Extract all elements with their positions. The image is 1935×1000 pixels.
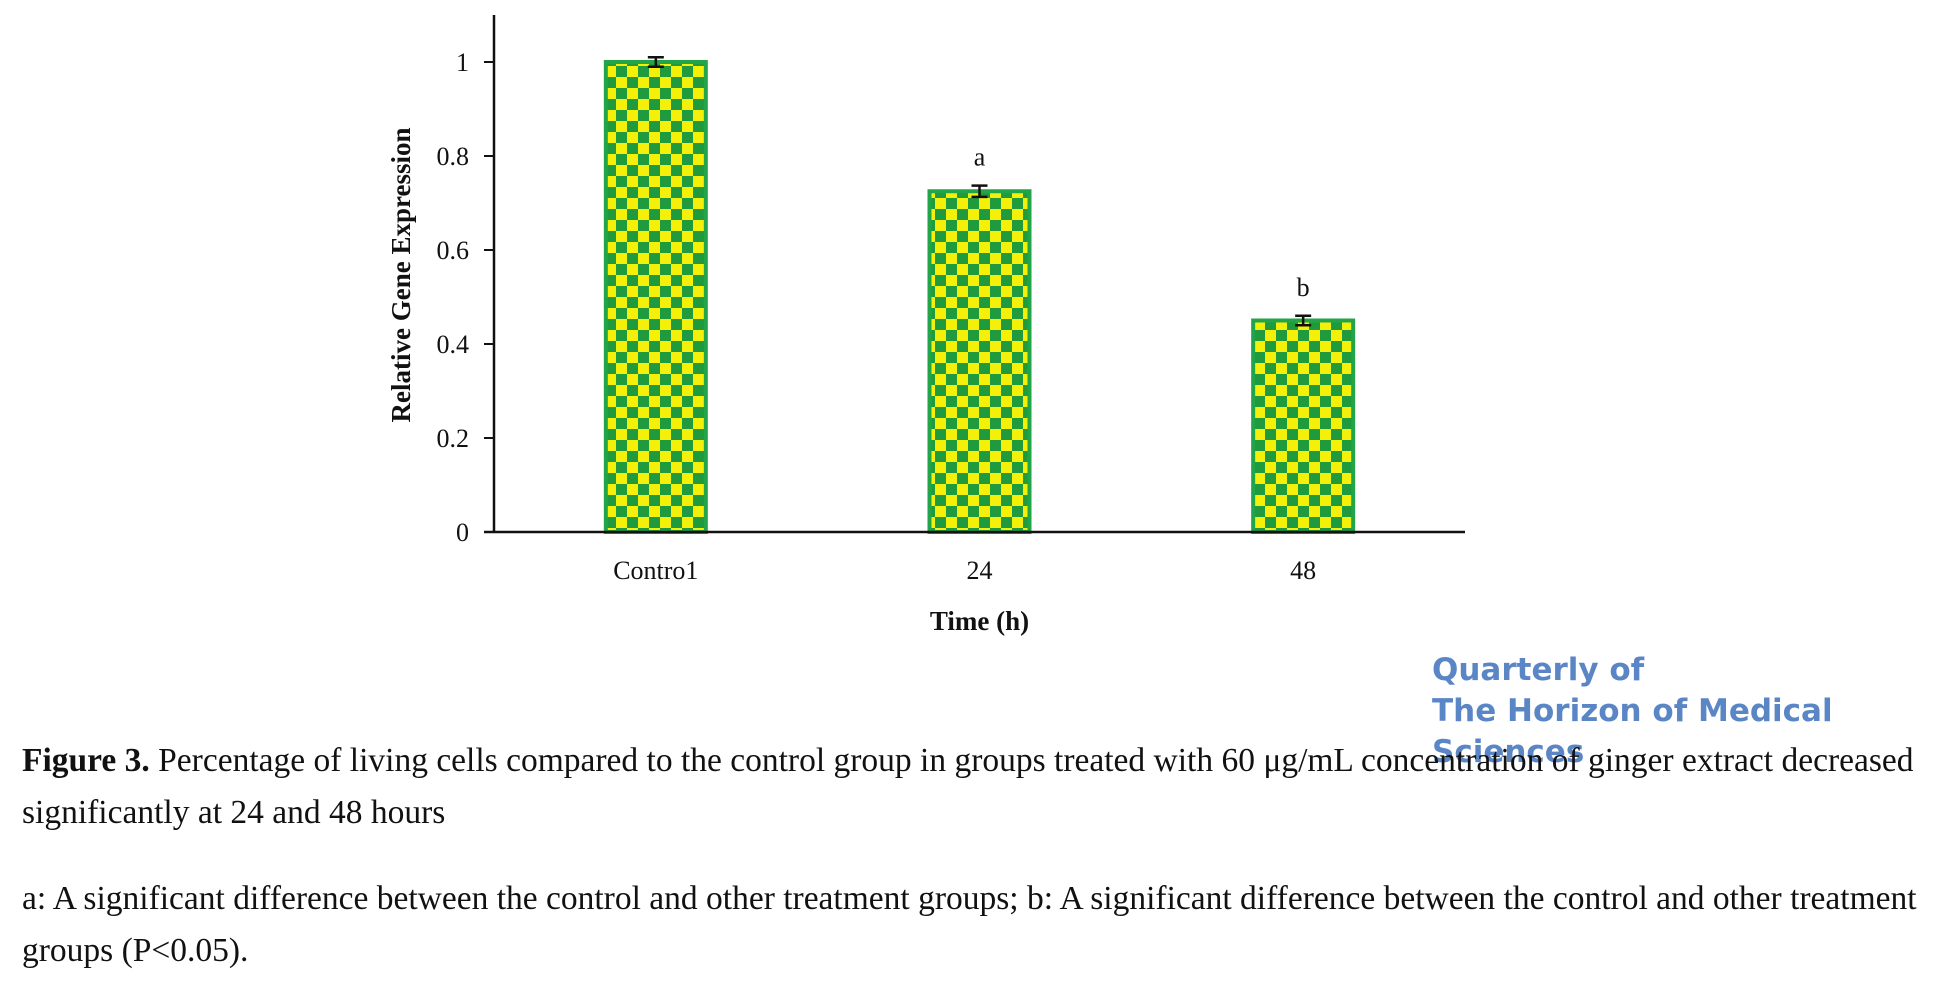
x-axis-title: Time (h) <box>930 606 1029 636</box>
bar <box>1251 318 1356 534</box>
significance-annotations: ab <box>974 143 1310 302</box>
journal-logo: Quarterly of The Horizon of Medical Scie… <box>1432 650 1935 773</box>
x-axis-ticks: Contro1 24 48 <box>613 556 1316 585</box>
bar <box>927 189 1032 534</box>
bar <box>603 60 708 534</box>
x-tick-label: Contro1 <box>613 556 698 585</box>
figure-label: Figure 3. <box>22 742 150 779</box>
y-axis-ticks: 0 0.2 0.4 0.6 0.8 1 <box>437 48 494 547</box>
y-tick-label: 0.2 <box>437 424 470 453</box>
figure-footnote: a: A significant difference between the … <box>22 880 1917 969</box>
y-tick-label: 0.6 <box>437 236 470 265</box>
y-tick-label: 0 <box>456 518 469 547</box>
y-axis-title: Relative Gene Expression <box>386 128 416 423</box>
bar-chart: 00.20.40.60.81 ab Contro1 24 48 Relative G… <box>386 15 1465 636</box>
figure-caption: Figure 3. Percentage of living cells com… <box>22 735 1922 839</box>
journal-line-2: The Horizon of Medical Sciences <box>1432 693 1833 770</box>
y-tick-label: 1 <box>456 48 469 77</box>
journal-line-1: Quarterly of <box>1432 652 1645 688</box>
significance-label: b <box>1297 273 1310 302</box>
y-tick-label: 0.8 <box>437 142 470 171</box>
x-tick-label: 24 <box>967 556 993 585</box>
significance-label: a <box>974 143 986 172</box>
bars <box>603 56 1356 534</box>
figure-caption-text: Percentage of living cells compared to t… <box>22 742 1914 831</box>
x-tick-label: 48 <box>1290 556 1316 585</box>
y-tick-label: 0.4 <box>437 330 470 359</box>
